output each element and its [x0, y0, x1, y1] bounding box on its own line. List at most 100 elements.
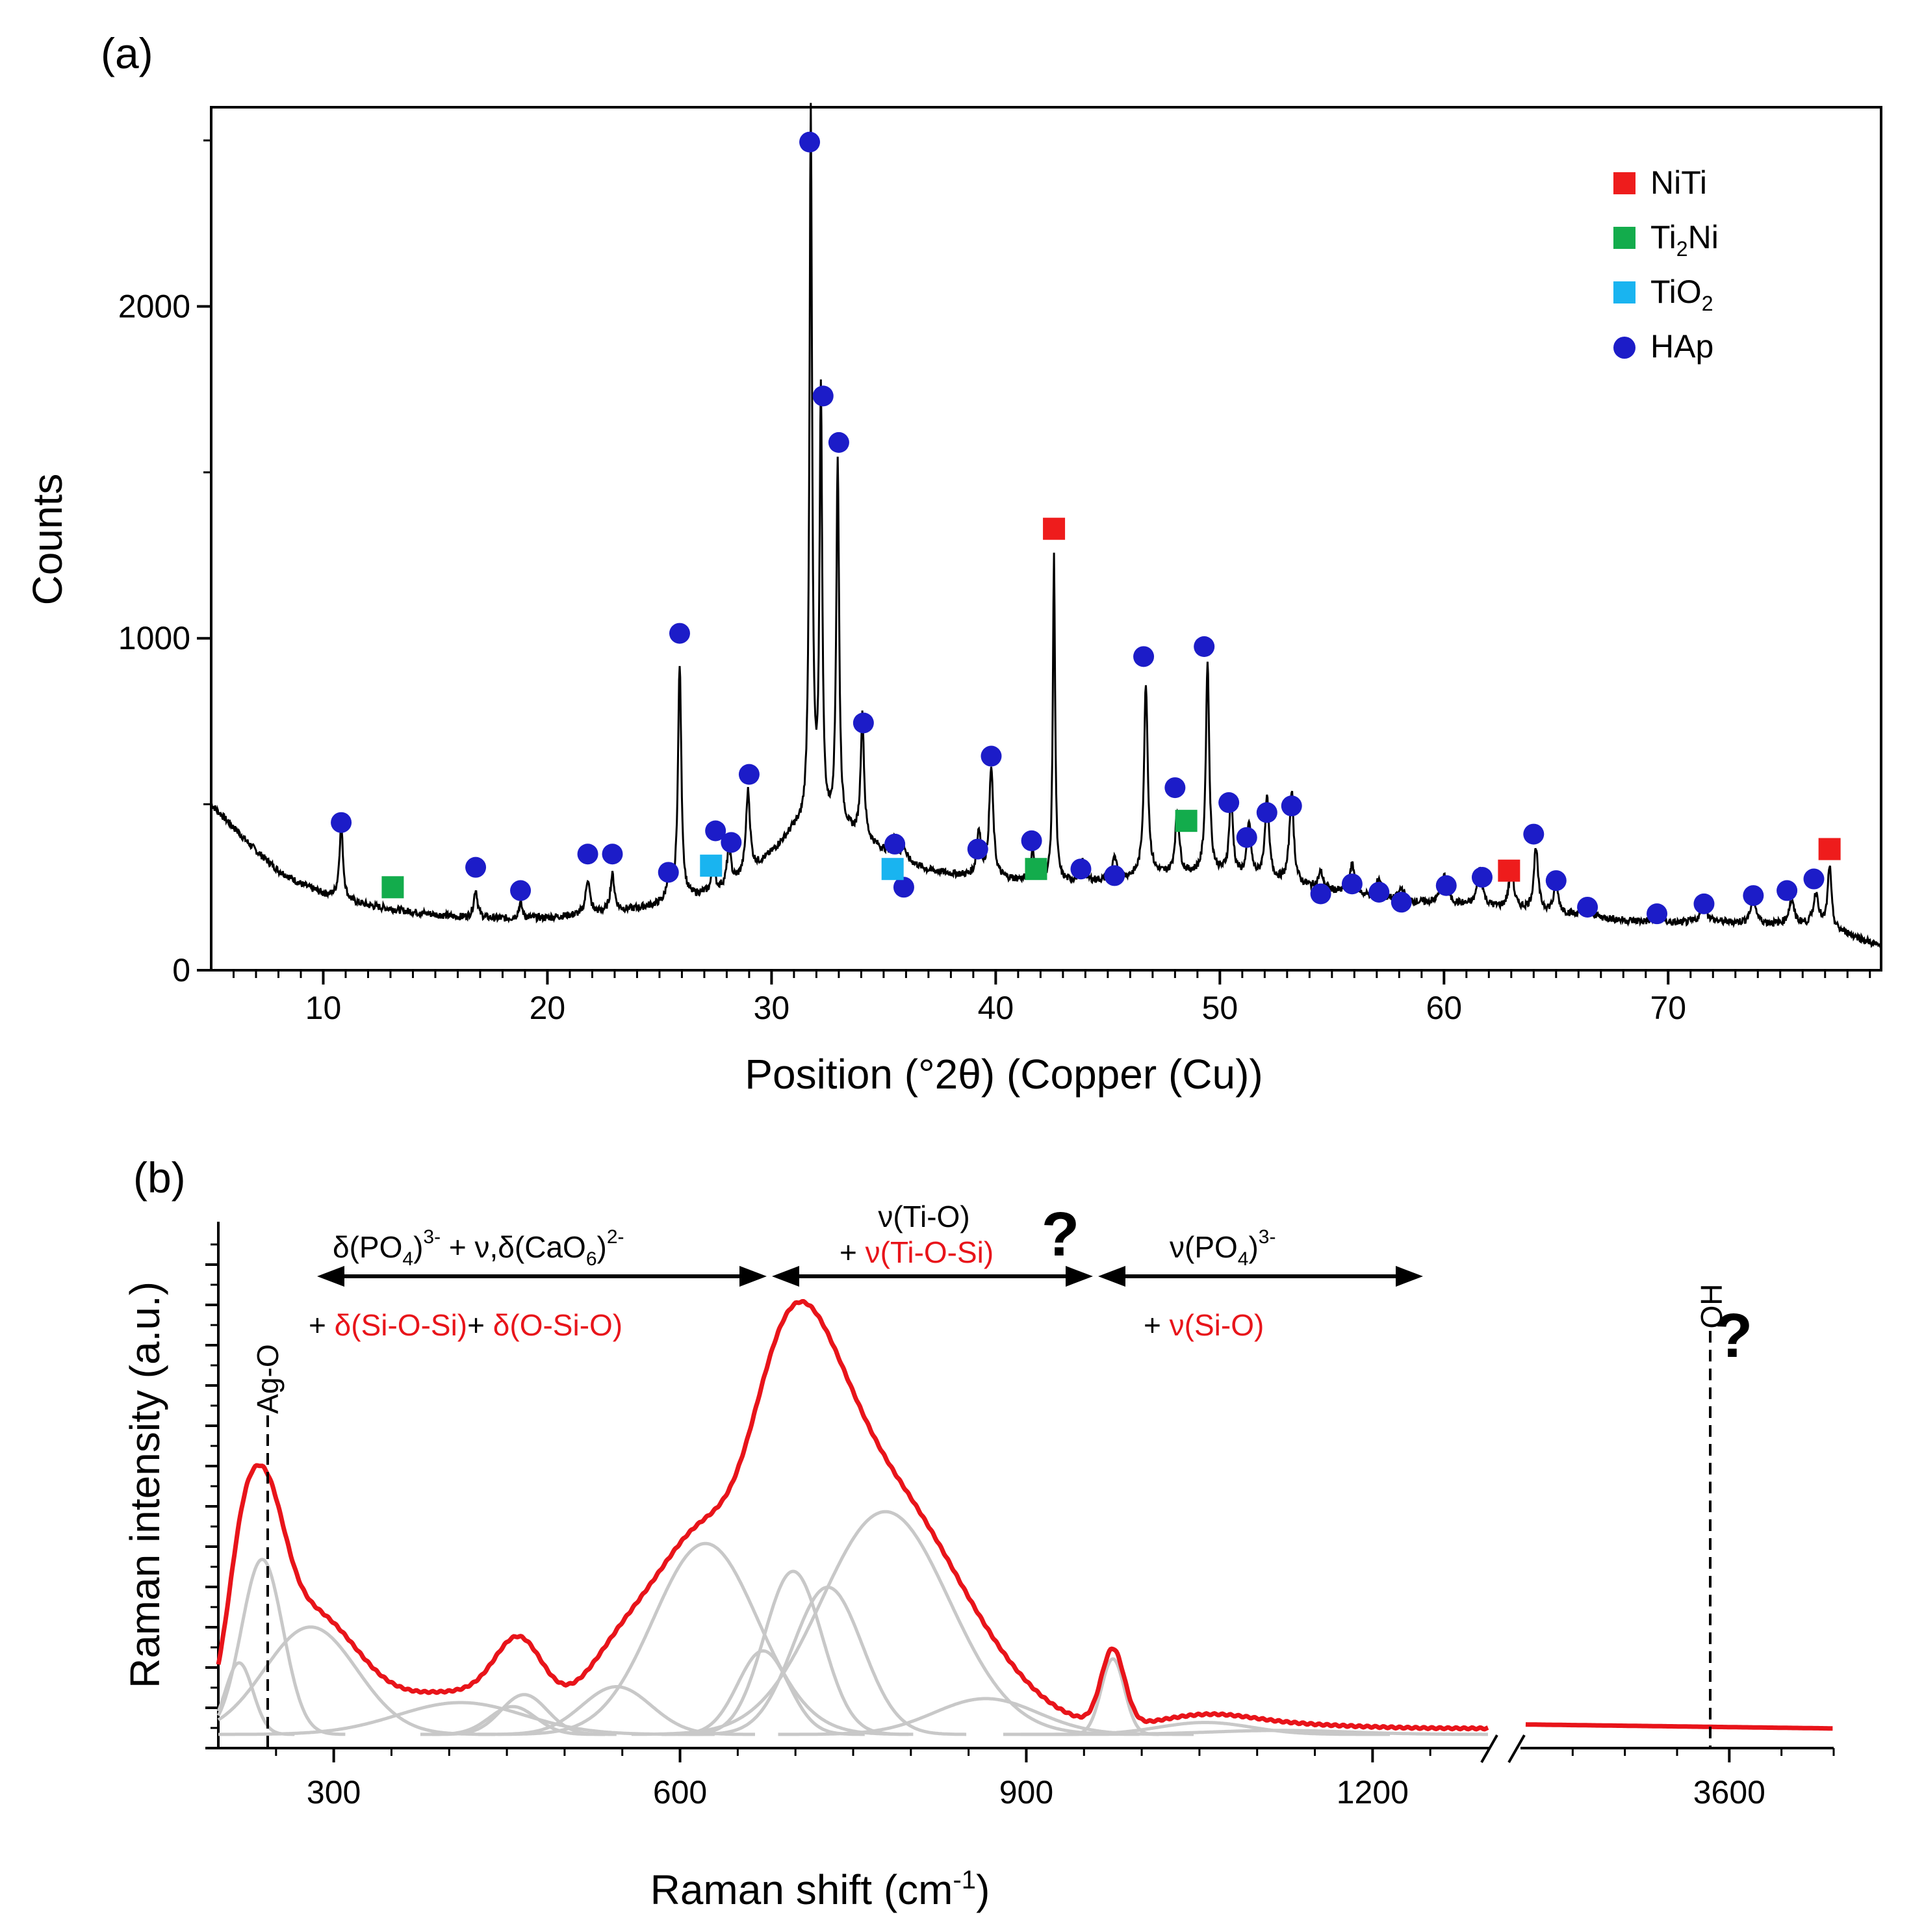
marker-hap [1776, 880, 1798, 901]
annotation-group-3-line-2: + ν(Si-O) [1144, 1308, 1264, 1342]
marker-hap [1218, 792, 1240, 814]
xrd-y-tick-label: 0 [172, 952, 190, 988]
marker-hap [602, 844, 623, 865]
axis-break-mark-right [1507, 1734, 1526, 1763]
legend-label: Ti2Ni [1650, 219, 1719, 261]
xrd-y-axis-label: Counts [24, 474, 71, 606]
legend-symbol [1613, 281, 1635, 303]
xrd-x-tick-label: 70 [1650, 990, 1686, 1026]
marker-tio2 [881, 858, 904, 881]
annotation-group-2-line-2: + ν(Ti-O-Si) [840, 1235, 994, 1269]
marker-hap [1803, 868, 1825, 890]
legend-symbol [1613, 337, 1635, 359]
marker-hap [1021, 830, 1042, 851]
xrd-x-axis-label: Position (°2θ) (Copper (Cu)) [745, 1051, 1263, 1098]
legend-label: HAp [1650, 328, 1713, 365]
fit-component-curve [431, 1693, 617, 1736]
raman-x-axis-label: Raman shift (cm-1) [650, 1866, 990, 1913]
panel-a-label: (a) [101, 29, 153, 77]
marker-hap [981, 745, 1002, 767]
fit-component-curve [689, 1585, 967, 1736]
marker-hap [884, 833, 906, 855]
marker-hap [1647, 903, 1668, 925]
marker-hap [1545, 870, 1567, 892]
marker-hap [1577, 896, 1598, 918]
marker-hap [1368, 881, 1390, 903]
marker-hap [967, 838, 988, 860]
arrow-group-2 [772, 1266, 1093, 1287]
marker-hap [1523, 823, 1545, 845]
marker-ti2ni [1025, 858, 1047, 881]
marker-hap [828, 431, 849, 453]
raman-x-tick-label: 900 [999, 1774, 1053, 1810]
marker-hap [738, 764, 760, 785]
raman-spectrum-line-oh-region [1525, 1722, 1833, 1731]
marker-hap [799, 131, 821, 153]
legend-symbol [1613, 227, 1635, 249]
raman-y-axis-label: Raman intensity (a.u.) [122, 1282, 168, 1688]
marker-hap [1743, 885, 1764, 907]
raman-x-tick-label: 1200 [1337, 1774, 1409, 1810]
xrd-x-tick-label: 50 [1202, 990, 1238, 1026]
xrd-panel: (a) 10 20 30 40 50 60 70 0 1000 2000 NiTi Ti2Ni TiO… [24, 29, 1882, 1098]
marker-hap [1070, 858, 1092, 880]
marker-ti2ni [381, 876, 404, 899]
marker-hap [812, 385, 834, 407]
marker-hap [1310, 883, 1331, 905]
xrd-x-tick-label: 30 [754, 990, 790, 1026]
raman-fit-components [216, 1510, 1488, 1736]
marker-hap [1281, 795, 1302, 817]
marker-hap [669, 623, 690, 644]
xrd-plot-frame [210, 106, 1882, 972]
annotation-group-3-line-1: ν(PO4)3- [1170, 1226, 1276, 1270]
xrd-legend: NiTi Ti2Ni TiO2 HAp [1613, 164, 1719, 365]
fit-component-curve [677, 1569, 909, 1736]
marker-hap [1133, 646, 1155, 667]
marker-hap [658, 862, 679, 883]
fit-component-curve [217, 1625, 496, 1736]
arrow-group-1 [317, 1266, 767, 1287]
legend-label: NiTi [1650, 164, 1707, 201]
ti-o-question-mark: ? [1042, 1200, 1080, 1269]
marker-niti [1043, 517, 1066, 540]
panel-b-label: (b) [133, 1153, 186, 1202]
raman-x-tick-label: 300 [307, 1774, 361, 1810]
xrd-x-tick-label: 20 [530, 990, 566, 1026]
oh-question-mark: ? [1715, 1301, 1753, 1371]
marker-hap [331, 812, 352, 833]
ag-o-label: Ag-O [251, 1344, 285, 1413]
marker-hap [853, 712, 874, 734]
xrd-y-tick-label: 1000 [118, 620, 190, 656]
marker-hap [1391, 892, 1412, 913]
marker-hap [465, 857, 487, 878]
legend-label: TiO2 [1650, 274, 1713, 315]
marker-hap [1104, 865, 1125, 886]
marker-hap [1341, 873, 1363, 895]
xrd-x-tick-label: 60 [1426, 990, 1463, 1026]
fit-component-curve [216, 1661, 295, 1736]
marker-hap [1471, 866, 1493, 888]
fit-component-curve [661, 1649, 865, 1736]
raman-x-tick-label: 3600 [1693, 1774, 1765, 1810]
xrd-y-tick-label: 2000 [118, 288, 190, 324]
marker-ti2ni [1175, 810, 1198, 832]
arrow-group-3 [1098, 1266, 1423, 1287]
axis-break-gap [1489, 1725, 1520, 1771]
marker-hap [1194, 636, 1215, 657]
marker-tio2 [700, 855, 723, 877]
raman-panel: (b) 300 600 900 1200 3600 Ag-O OH ? [122, 1153, 1835, 1913]
xrd-x-tick-label: 10 [305, 990, 342, 1026]
xrd-x-tick-label: 40 [978, 990, 1014, 1026]
marker-hap [1256, 802, 1277, 823]
fit-component-curve [631, 1510, 1140, 1736]
annotation-group-1-line-1: δ(PO4)3- + ν,δ(CaO6)2- [333, 1226, 624, 1270]
annotation-group-2-line-1: ν(Ti-O) [878, 1200, 969, 1233]
marker-hap [1236, 827, 1257, 848]
legend-symbol [1613, 172, 1635, 194]
marker-hap [893, 877, 914, 898]
fit-component-curve [1003, 1729, 1488, 1736]
marker-hap [577, 844, 598, 865]
raman-spectrum-line [216, 1299, 1489, 1732]
marker-hap [1693, 893, 1715, 914]
